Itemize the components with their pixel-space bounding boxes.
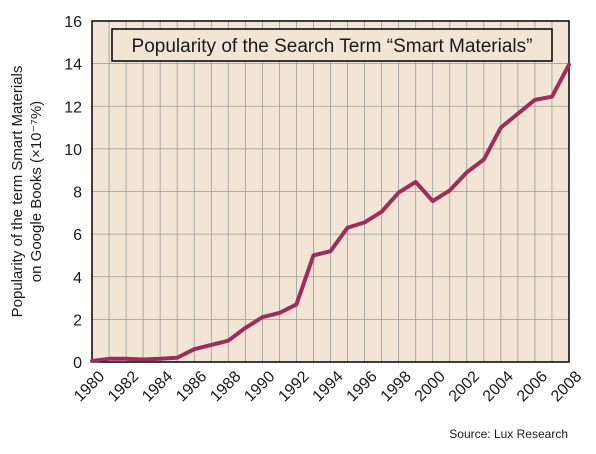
title-box bbox=[111, 28, 553, 62]
y-tick-label: 16 bbox=[64, 14, 82, 31]
x-tick-label: 1994 bbox=[309, 368, 346, 405]
y-tick-label: 12 bbox=[64, 99, 82, 116]
x-tick-label: 1986 bbox=[173, 368, 210, 405]
x-tick-label: 1996 bbox=[344, 368, 381, 405]
plot-frame bbox=[91, 20, 570, 363]
x-tick-label: 1984 bbox=[139, 368, 176, 405]
chart-title: Popularity of the Search Term “Smart Mat… bbox=[132, 36, 533, 57]
y-tick-label: 0 bbox=[73, 355, 82, 372]
source-note: Source: Lux Research bbox=[449, 427, 568, 441]
x-tick-label: 2008 bbox=[548, 368, 585, 405]
y-axis-title-line1: Popularity of the term Smart Materials bbox=[9, 66, 26, 318]
y-tick-label: 4 bbox=[73, 270, 82, 287]
y-tick-label: 8 bbox=[73, 185, 82, 202]
x-tick-label: 1992 bbox=[275, 368, 312, 405]
y-tick-label: 10 bbox=[64, 142, 82, 159]
x-tick-label: 2006 bbox=[514, 368, 551, 405]
series-line bbox=[90, 62, 571, 363]
y-axis-title-line2: on Google Books (×10⁻⁷%) bbox=[28, 101, 45, 282]
y-tick-label: 2 bbox=[73, 312, 82, 329]
x-tick-label: 2002 bbox=[446, 368, 483, 405]
y-tick-label: 6 bbox=[73, 227, 82, 244]
x-tick-labels: 1980198219841986198819901992199419961998… bbox=[71, 368, 585, 405]
grid bbox=[92, 21, 569, 362]
x-tick-label: 1988 bbox=[207, 368, 244, 405]
y-tick-label: 14 bbox=[64, 57, 82, 74]
x-tick-label: 1980 bbox=[71, 368, 108, 405]
x-tick-label: 1990 bbox=[241, 368, 278, 405]
x-tick-label: 1982 bbox=[105, 368, 142, 405]
x-tick-label: 2000 bbox=[412, 368, 449, 405]
x-tick-label: 2004 bbox=[480, 368, 517, 405]
x-tick-label: 1998 bbox=[378, 368, 415, 405]
y-tick-labels: 0 2 4 6 8 10 12 14 16 bbox=[64, 14, 82, 372]
